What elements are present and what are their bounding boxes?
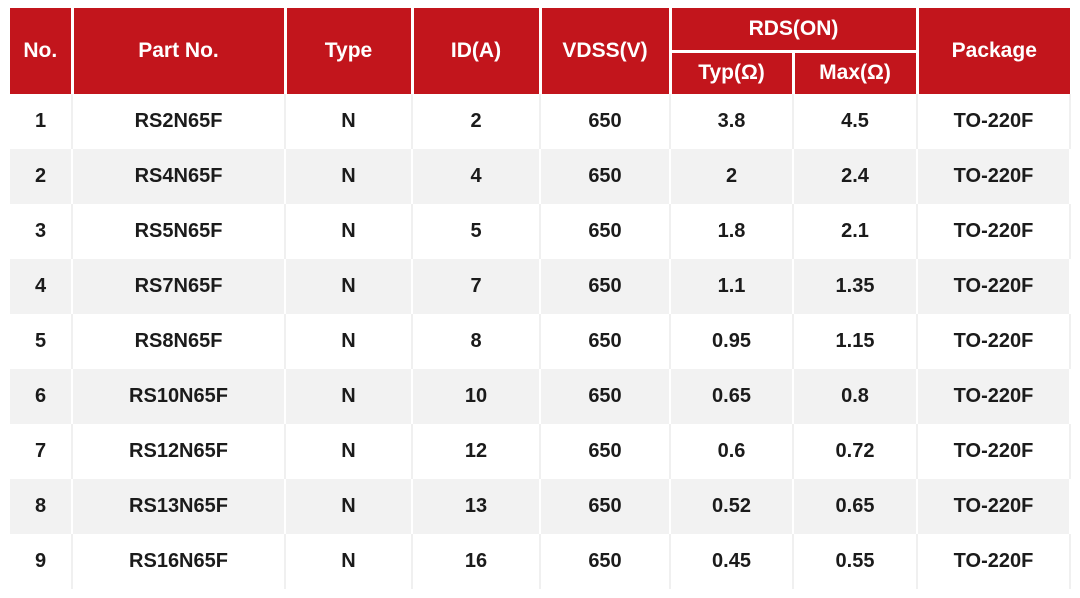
cell-package: TO-220F — [917, 479, 1072, 534]
cell-type: N — [285, 259, 413, 314]
table-row: 6 RS10N65F N 10 650 0.65 0.8 TO-220F — [10, 369, 1072, 424]
table-row: 8 RS13N65F N 13 650 0.52 0.65 TO-220F — [10, 479, 1072, 534]
cell-no: 1 — [10, 94, 73, 149]
cell-typ: 3.8 — [670, 94, 794, 149]
cell-id: 7 — [412, 259, 541, 314]
cell-package: TO-220F — [917, 314, 1072, 369]
cell-id: 16 — [412, 534, 541, 589]
cell-id: 13 — [412, 479, 541, 534]
cell-max: 0.72 — [793, 424, 919, 479]
cell-package: TO-220F — [917, 94, 1072, 149]
table-row: 3 RS5N65F N 5 650 1.8 2.1 TO-220F — [10, 204, 1072, 259]
cell-id: 2 — [412, 94, 541, 149]
cell-part-no: RS13N65F — [72, 479, 286, 534]
cell-package: TO-220F — [917, 204, 1072, 259]
cell-vdss: 650 — [540, 94, 671, 149]
cell-part-no: RS12N65F — [72, 424, 286, 479]
cell-max: 0.55 — [793, 534, 919, 589]
cell-part-no: RS5N65F — [72, 204, 286, 259]
cell-vdss: 650 — [540, 149, 671, 204]
table-row: 7 RS12N65F N 12 650 0.6 0.72 TO-220F — [10, 424, 1072, 479]
header-row-sub: Typ(Ω) Max(Ω) — [10, 51, 1070, 94]
cell-type: N — [285, 369, 413, 424]
cell-type: N — [285, 314, 413, 369]
cell-vdss: 650 — [540, 369, 671, 424]
cell-id: 5 — [412, 204, 541, 259]
parts-spec-table-container: No. Part No. Type ID(A) VDSS(V) RDS(ON) … — [10, 8, 1072, 589]
cell-type: N — [285, 479, 413, 534]
cell-type: N — [285, 534, 413, 589]
column-header-max: Max(Ω) — [793, 51, 919, 94]
cell-typ: 1.8 — [670, 204, 794, 259]
cell-no: 5 — [10, 314, 73, 369]
cell-typ: 0.95 — [670, 314, 794, 369]
column-header-typ: Typ(Ω) — [670, 51, 795, 94]
cell-max: 2.4 — [793, 149, 919, 204]
table-row: 2 RS4N65F N 4 650 2 2.4 TO-220F — [10, 149, 1072, 204]
cell-part-no: RS8N65F — [72, 314, 286, 369]
cell-vdss: 650 — [540, 314, 671, 369]
cell-no: 7 — [10, 424, 73, 479]
cell-part-no: RS16N65F — [72, 534, 286, 589]
cell-part-no: RS2N65F — [72, 94, 286, 149]
table-row: 9 RS16N65F N 16 650 0.45 0.55 TO-220F — [10, 534, 1072, 589]
header-row-main: No. Part No. Type ID(A) VDSS(V) RDS(ON) … — [10, 8, 1071, 94]
cell-typ: 0.52 — [670, 479, 794, 534]
cell-max: 4.5 — [793, 94, 919, 149]
cell-max: 1.15 — [793, 314, 919, 369]
cell-vdss: 650 — [540, 424, 671, 479]
cell-id: 12 — [412, 424, 541, 479]
column-header-part-no: Part No. — [72, 8, 287, 94]
column-header-rds-on: RDS(ON) — [670, 8, 919, 53]
cell-type: N — [285, 94, 413, 149]
cell-package: TO-220F — [917, 149, 1072, 204]
cell-package: TO-220F — [917, 534, 1072, 589]
cell-vdss: 650 — [540, 259, 671, 314]
cell-no: 8 — [10, 479, 73, 534]
parts-spec-table: No. Part No. Type ID(A) VDSS(V) RDS(ON) … — [10, 8, 1072, 589]
cell-package: TO-220F — [917, 259, 1072, 314]
cell-id: 8 — [412, 314, 541, 369]
cell-vdss: 650 — [540, 534, 671, 589]
table-row: 1 RS2N65F N 2 650 3.8 4.5 TO-220F — [10, 94, 1072, 149]
cell-typ: 1.1 — [670, 259, 794, 314]
table-header: No. Part No. Type ID(A) VDSS(V) RDS(ON) … — [10, 8, 1071, 94]
cell-id: 10 — [412, 369, 541, 424]
column-header-no: No. — [10, 8, 74, 94]
column-header-id: ID(A) — [412, 8, 542, 94]
cell-vdss: 650 — [540, 479, 671, 534]
cell-package: TO-220F — [917, 369, 1072, 424]
column-header-type: Type — [285, 8, 414, 94]
cell-no: 4 — [10, 259, 73, 314]
cell-type: N — [285, 424, 413, 479]
cell-no: 9 — [10, 534, 73, 589]
cell-type: N — [285, 149, 413, 204]
cell-type: N — [285, 204, 413, 259]
cell-typ: 0.65 — [670, 369, 794, 424]
cell-max: 0.8 — [793, 369, 919, 424]
cell-max: 0.65 — [793, 479, 919, 534]
cell-typ: 2 — [670, 149, 794, 204]
table-row: 5 RS8N65F N 8 650 0.95 1.15 TO-220F — [10, 314, 1072, 369]
cell-package: TO-220F — [917, 424, 1072, 479]
cell-typ: 0.6 — [670, 424, 794, 479]
cell-no: 3 — [10, 204, 73, 259]
cell-no: 6 — [10, 369, 73, 424]
column-header-vdss: VDSS(V) — [540, 8, 672, 94]
cell-id: 4 — [412, 149, 541, 204]
cell-part-no: RS10N65F — [72, 369, 286, 424]
cell-typ: 0.45 — [670, 534, 794, 589]
cell-no: 2 — [10, 149, 73, 204]
column-header-package: Package — [917, 8, 1071, 94]
table-body: 1 RS2N65F N 2 650 3.8 4.5 TO-220F 2 RS4N… — [10, 94, 1072, 589]
cell-max: 2.1 — [793, 204, 919, 259]
cell-part-no: RS7N65F — [72, 259, 286, 314]
cell-part-no: RS4N65F — [72, 149, 286, 204]
cell-max: 1.35 — [793, 259, 919, 314]
table-row: 4 RS7N65F N 7 650 1.1 1.35 TO-220F — [10, 259, 1072, 314]
cell-vdss: 650 — [540, 204, 671, 259]
